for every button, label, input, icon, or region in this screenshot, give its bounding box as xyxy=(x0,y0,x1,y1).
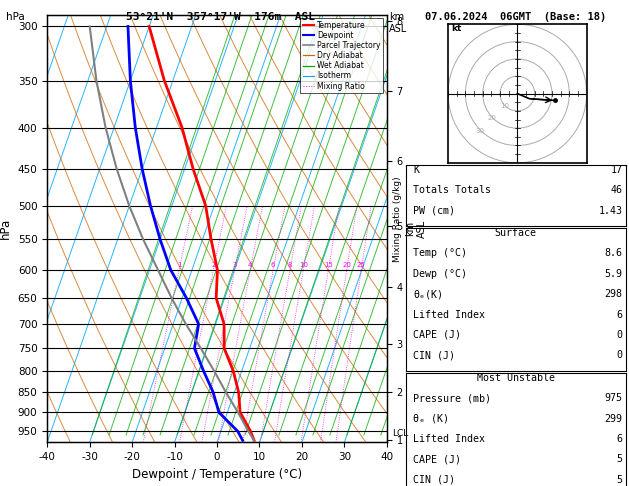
Text: 0: 0 xyxy=(616,330,623,340)
Text: 975: 975 xyxy=(604,393,623,403)
Text: K: K xyxy=(413,165,420,175)
Text: θₑ(K): θₑ(K) xyxy=(413,289,443,299)
Text: Dewp (°C): Dewp (°C) xyxy=(413,269,467,279)
Text: 46: 46 xyxy=(611,185,623,195)
Text: 30: 30 xyxy=(476,128,484,134)
Text: CIN (J): CIN (J) xyxy=(413,475,455,485)
Text: 298: 298 xyxy=(604,289,623,299)
Text: 17: 17 xyxy=(611,165,623,175)
Text: 2: 2 xyxy=(211,262,216,268)
Y-axis label: km
ASL: km ASL xyxy=(406,219,427,238)
Legend: Temperature, Dewpoint, Parcel Trajectory, Dry Adiabat, Wet Adiabat, Isotherm, Mi: Temperature, Dewpoint, Parcel Trajectory… xyxy=(301,18,383,93)
Text: 1.43: 1.43 xyxy=(599,206,623,216)
Y-axis label: hPa: hPa xyxy=(0,218,12,239)
Text: CAPE (J): CAPE (J) xyxy=(413,454,461,465)
Text: 25: 25 xyxy=(357,262,365,268)
Text: LCL: LCL xyxy=(392,429,408,438)
Text: Surface: Surface xyxy=(495,228,537,238)
Text: 5: 5 xyxy=(616,475,623,485)
Text: 53°21'N  357°17'W  176m  ASL: 53°21'N 357°17'W 176m ASL xyxy=(126,12,314,22)
Text: 3: 3 xyxy=(232,262,237,268)
Text: Lifted Index: Lifted Index xyxy=(413,310,485,320)
Text: 6: 6 xyxy=(616,310,623,320)
Text: Totals Totals: Totals Totals xyxy=(413,185,491,195)
Text: 5: 5 xyxy=(616,454,623,465)
Text: 20: 20 xyxy=(488,116,497,122)
Text: 8.6: 8.6 xyxy=(604,248,623,259)
Text: PW (cm): PW (cm) xyxy=(413,206,455,216)
Text: Mixing Ratio (g/kg): Mixing Ratio (g/kg) xyxy=(393,176,402,261)
Text: Lifted Index: Lifted Index xyxy=(413,434,485,444)
Text: Temp (°C): Temp (°C) xyxy=(413,248,467,259)
Text: kt: kt xyxy=(452,24,462,33)
X-axis label: Dewpoint / Temperature (°C): Dewpoint / Temperature (°C) xyxy=(132,468,302,481)
Text: 07.06.2024  06GMT  (Base: 18): 07.06.2024 06GMT (Base: 18) xyxy=(425,12,606,22)
Text: 0: 0 xyxy=(616,350,623,361)
Text: 15: 15 xyxy=(324,262,333,268)
Text: hPa: hPa xyxy=(6,12,25,22)
Text: 10: 10 xyxy=(299,262,308,268)
Text: 4: 4 xyxy=(248,262,252,268)
Text: 6: 6 xyxy=(616,434,623,444)
Text: km
ASL: km ASL xyxy=(389,12,407,34)
Text: Most Unstable: Most Unstable xyxy=(477,373,555,383)
Text: 20: 20 xyxy=(342,262,351,268)
Text: 5.9: 5.9 xyxy=(604,269,623,279)
Text: 10: 10 xyxy=(501,103,509,109)
Text: 6: 6 xyxy=(271,262,276,268)
Text: 8: 8 xyxy=(287,262,292,268)
Text: θₑ (K): θₑ (K) xyxy=(413,414,449,424)
Text: 299: 299 xyxy=(604,414,623,424)
Text: CIN (J): CIN (J) xyxy=(413,350,455,361)
Text: 1: 1 xyxy=(177,262,181,268)
Text: CAPE (J): CAPE (J) xyxy=(413,330,461,340)
Text: Pressure (mb): Pressure (mb) xyxy=(413,393,491,403)
